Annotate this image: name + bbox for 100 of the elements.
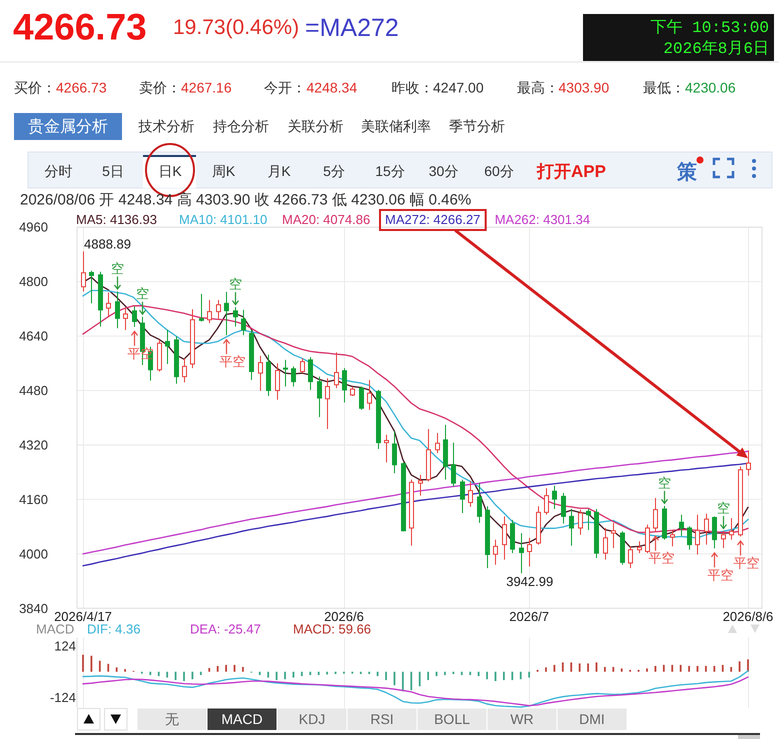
text: MA10: 4101.10 [179, 212, 268, 227]
candlestick [123, 308, 128, 330]
text: 4230.06 [685, 80, 736, 96]
text: 15分 [375, 163, 405, 179]
text: RSI [370, 711, 394, 727]
text: 4266.73 [13, 6, 147, 48]
candlestick [132, 306, 137, 328]
text: 季节分析 [449, 118, 505, 134]
candlestick [291, 366, 296, 387]
text: 最高： [517, 80, 559, 96]
candlestick [216, 300, 221, 320]
candlestick [544, 488, 549, 516]
candlestick [679, 514, 684, 536]
chart-title: MACD [36, 622, 74, 636]
text: WR [510, 711, 534, 727]
candlestick [334, 352, 339, 389]
candlestick [569, 508, 574, 546]
text: DEA: -25.47 [190, 622, 261, 636]
line-series [82, 670, 749, 708]
y-tick-label: -124 [50, 690, 76, 706]
text: 60分 [484, 163, 514, 179]
candlestick [611, 522, 616, 549]
candlestick [620, 530, 625, 566]
candlestick [342, 368, 347, 403]
text: 打开APP [536, 162, 606, 181]
text: 持仓分析 [213, 118, 269, 134]
text: 贵金属分析 [28, 118, 108, 136]
annotation: 4888.89 [84, 236, 131, 252]
line-series [82, 676, 749, 706]
text: 美联储利率 [361, 118, 431, 134]
y-tick-label: 4960 [19, 220, 48, 235]
candlestick [561, 492, 566, 524]
candlestick [468, 480, 473, 508]
text: DIF: 4.36 [87, 622, 140, 636]
text: 4248.34 [306, 80, 358, 96]
annotation: 平空 [648, 550, 674, 566]
text: 策 [676, 162, 697, 184]
candlestick [106, 292, 111, 318]
candlestick [401, 462, 406, 532]
candlestick [493, 539, 498, 566]
text: 无 [165, 711, 179, 727]
candlestick [704, 513, 709, 546]
candlestick [510, 519, 515, 554]
annotation: 空 [717, 500, 730, 516]
candlestick [182, 358, 187, 383]
y-tick-label: 3840 [19, 600, 48, 616]
candlestick [81, 250, 86, 292]
candlestick [695, 514, 700, 556]
candlestick [266, 354, 271, 396]
text: MA20: 4074.86 [282, 212, 370, 227]
y-tick-label: 4160 [19, 492, 48, 507]
candlestick [552, 485, 557, 510]
text: KDJ [298, 711, 326, 727]
annotation: 空 [658, 475, 671, 490]
annotation: 空 [111, 261, 124, 276]
candlestick [376, 389, 381, 450]
candlestick [451, 442, 456, 487]
text: =MA272 [305, 14, 399, 42]
annotation: 3942.99 [506, 574, 554, 589]
text: MA272: 4266.27 [385, 212, 480, 227]
candlestick [224, 291, 229, 336]
candlestick [174, 336, 179, 384]
candlestick [721, 530, 726, 549]
annotation: 空 [229, 276, 242, 292]
candlestick [233, 306, 238, 328]
y-tick-label: 124 [54, 638, 76, 654]
text: 4266.73 [56, 80, 107, 96]
candlestick [207, 300, 212, 324]
candlestick [157, 339, 162, 372]
candlestick [586, 508, 591, 531]
candlestick [241, 309, 246, 336]
x-tick-label: 2026/4/17 [54, 609, 112, 624]
candlestick [738, 466, 743, 538]
text: 4267.16 [181, 80, 232, 96]
chart-subtitle: 2026/08/06 开 4248.34 高 4303.90 收 4266.73 低 4230.06 幅 0.46% [20, 192, 472, 208]
y-tick-label: 4640 [19, 328, 48, 344]
candlestick [190, 308, 195, 369]
candlestick [409, 479, 414, 546]
text: 昨收： [392, 80, 434, 96]
text: 关联分析 [288, 118, 344, 134]
candlestick [426, 428, 431, 482]
candlestick [115, 291, 120, 329]
candlestick [502, 516, 507, 560]
annotation: 平空 [220, 354, 246, 370]
candlestick [308, 356, 313, 390]
text: 周K [212, 163, 236, 179]
candlestick [653, 498, 658, 532]
candlestick [300, 358, 305, 374]
candlestick [729, 518, 734, 540]
candlestick [350, 386, 355, 396]
text: 月K [267, 163, 292, 179]
x-tick-label: 2026/6 [324, 609, 364, 624]
text: MA5: 4136.93 [76, 212, 157, 227]
text: MACD [221, 711, 263, 727]
text: 5分 [323, 163, 345, 179]
y-tick-label: 4800 [19, 274, 48, 290]
text: 30分 [428, 163, 458, 179]
candlestick [367, 379, 372, 410]
candlestick [645, 524, 650, 554]
candlestick [578, 509, 583, 536]
